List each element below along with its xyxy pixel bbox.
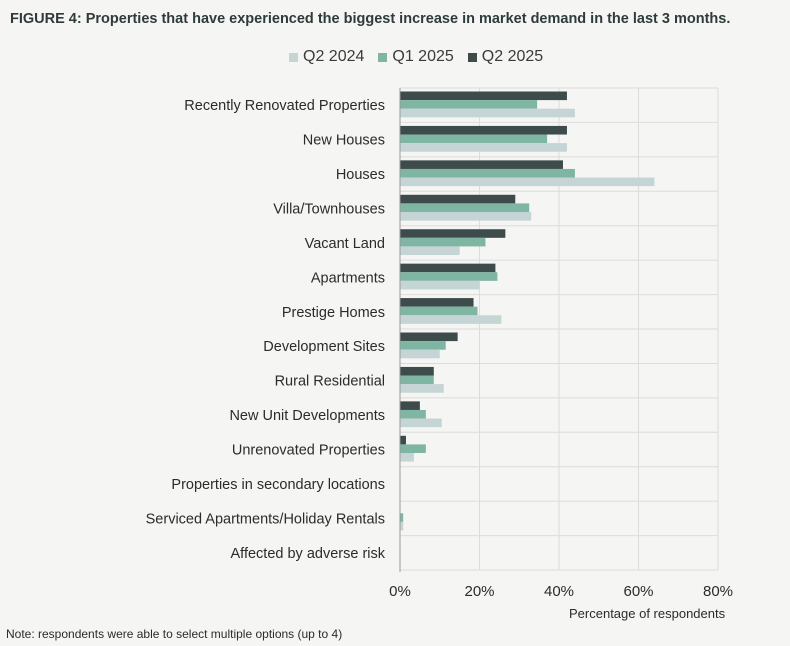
bar-q2-2024 [400,453,414,462]
category-label: Houses [336,167,385,183]
legend-item-q2-2024: Q2 2024 [289,48,364,66]
bar-q2-2024 [400,177,655,187]
bar-q2-2025 [400,263,496,273]
bar-q2-2024 [400,349,440,359]
legend-label-q2-2024: Q2 2024 [303,48,365,65]
category-label: Recently Renovated Properties [184,98,385,114]
legend-label-q1-2025: Q1 2025 [392,48,454,65]
bar-q1-2025 [400,444,426,453]
bar-q2-2025 [400,125,567,135]
chart-legend: Q2 2024 Q1 2025 Q2 2025 [289,48,557,66]
bar-q1-2025 [400,306,478,316]
x-axis-title: Percentage of respondents [569,606,726,621]
legend-item-q2-2025: Q2 2025 [467,48,544,66]
category-label: Rural Residential [275,374,385,390]
bar-q1-2025 [400,100,538,109]
bar-q2-2025 [400,229,506,238]
bar-q1-2025 [400,272,498,281]
bar-q1-2025 [400,168,575,178]
bar-q2-2025 [400,435,406,445]
category-label: Villa/Townhouses [273,202,385,218]
footnote: Note: respondents were able to select mu… [6,627,343,641]
bar-q2-2024 [400,108,575,118]
bar-q2-2024 [400,280,480,290]
bar-q1-2025 [400,203,530,212]
category-label: Unrenovated Properties [232,443,385,459]
category-label: New Houses [303,133,385,149]
bar-q2-2025 [400,332,458,342]
bar-q2-2024 [400,384,444,393]
category-label: Affected by adverse risk [231,546,386,562]
legend-swatch-q1-2025 [378,52,388,62]
category-label: New Unit Developments [229,408,385,424]
bar-q2-2024 [400,418,442,428]
bar-q1-2025 [400,513,404,522]
bar-q2-2024 [400,521,404,531]
bar-q2-2024 [400,246,460,256]
category-label: Vacant Land [305,236,385,252]
x-tick-label: 20% [464,583,494,600]
bar-q2-2025 [400,91,567,101]
bar-q1-2025 [400,409,426,419]
bar-q1-2025 [400,134,548,144]
bar-q2-2024 [400,211,532,221]
category-label: Prestige Homes [282,305,385,321]
bar-q2-2025 [400,401,420,410]
bar-q1-2025 [400,375,434,385]
x-tick-label: 0% [389,583,411,600]
bar-q1-2025 [400,341,446,350]
category-label: Properties in secondary locations [171,477,385,493]
bar-q2-2024 [400,143,567,152]
x-tick-label: 80% [703,583,733,600]
bar-q2-2025 [400,366,434,376]
legend-swatch-q2-2025 [467,52,477,62]
category-label: Serviced Apartments/Holiday Rentals [146,511,385,527]
chart-title: FIGURE 4: Properties that have experienc… [10,11,731,27]
category-label: Apartments [311,270,385,286]
x-tick-label: 60% [623,583,653,600]
legend-label-q2-2025: Q2 2025 [481,48,544,65]
bar-q2-2025 [400,298,474,307]
bar-q2-2025 [400,194,516,204]
bar-q2-2024 [400,315,502,324]
bar-q2-2025 [400,160,563,169]
x-tick-label: 40% [544,583,574,600]
bar-q1-2025 [400,237,486,247]
legend-item-q1-2025: Q1 2025 [378,48,454,66]
legend-swatch-q2-2024 [289,52,298,62]
category-label: Development Sites [263,339,385,355]
